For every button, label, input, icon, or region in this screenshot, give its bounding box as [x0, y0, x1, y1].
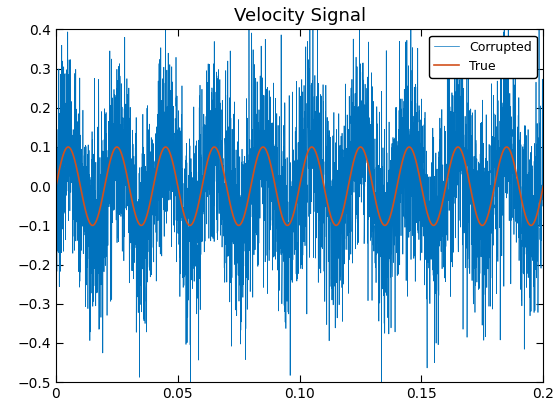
Corrupted — [525, 228, 532, 233]
Legend: Corrupted, True: Corrupted, True — [429, 36, 537, 78]
Corrupted — [258, 126, 264, 131]
True — [525, 220, 531, 226]
True — [284, 223, 291, 228]
True — [407, 145, 413, 150]
True — [258, 146, 264, 151]
Corrupted — [501, 24, 507, 29]
Title: Velocity Signal: Velocity Signal — [234, 7, 366, 25]
Line: True: True — [56, 147, 543, 226]
Corrupted — [187, 389, 194, 394]
True — [65, 144, 72, 150]
Corrupted — [540, 120, 547, 125]
Corrupted — [284, 207, 291, 212]
Corrupted — [53, 97, 59, 102]
True — [262, 145, 268, 150]
True — [53, 184, 59, 189]
True — [501, 147, 507, 152]
True — [528, 223, 534, 228]
Line: Corrupted: Corrupted — [56, 4, 543, 391]
True — [540, 184, 547, 189]
Corrupted — [407, 163, 413, 168]
Corrupted — [262, 171, 268, 176]
Corrupted — [356, 2, 363, 7]
